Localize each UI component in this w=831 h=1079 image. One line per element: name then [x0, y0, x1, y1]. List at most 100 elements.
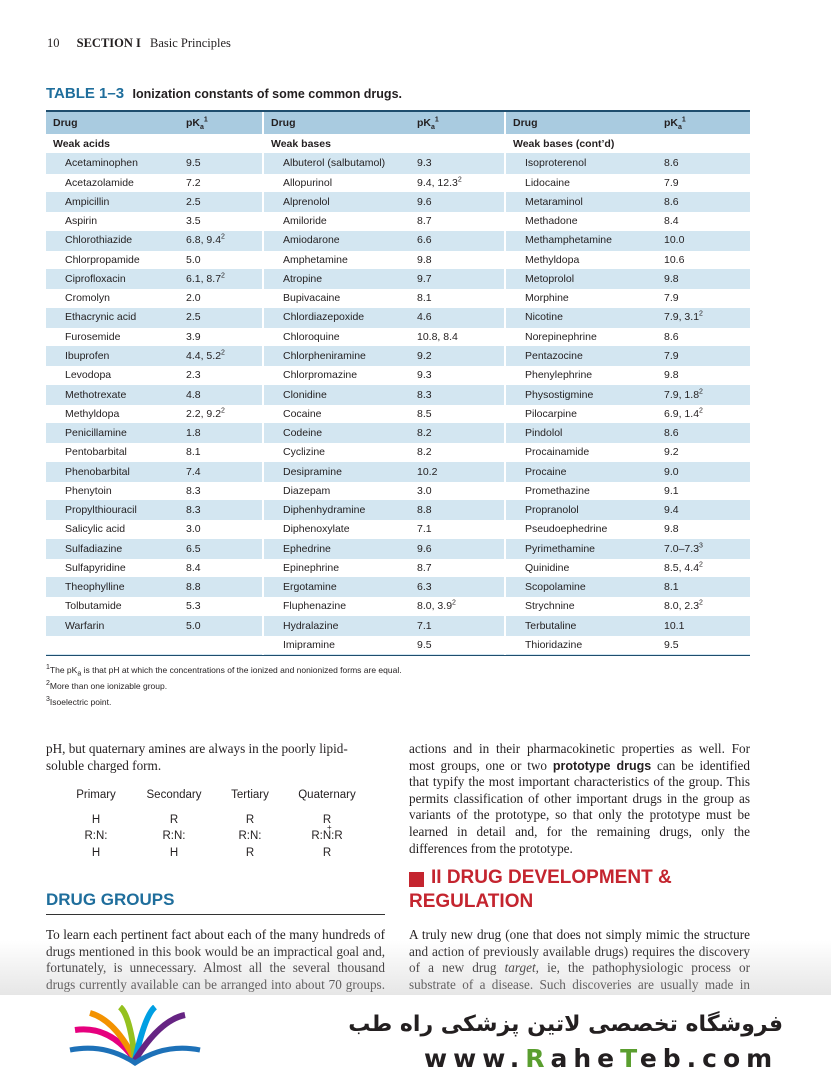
pka-text: 8.3 [186, 484, 201, 497]
pka-text: 5.0 [186, 253, 201, 266]
clip: A truly new drug (one that does not simp… [409, 927, 750, 993]
pka-value: 9.2 [664, 443, 679, 462]
header-text: pK [186, 117, 200, 129]
pka-value: 9.5 [417, 636, 432, 655]
row-bg [46, 212, 262, 232]
row-bg [506, 558, 750, 579]
pka-value: 8.5 [417, 405, 432, 424]
pka-text: 9.6 [417, 542, 432, 555]
row-bg [264, 212, 504, 232]
drug-name: Promethazine [525, 484, 590, 497]
row-bg [506, 501, 750, 521]
row-bg [46, 308, 262, 328]
amine-formula: R:N: [238, 830, 262, 842]
pka-value: 3.0 [417, 482, 432, 501]
url-part: www. [424, 1044, 526, 1073]
pka-value: 8.2 [417, 424, 432, 443]
pka-text: 2.0 [186, 292, 201, 305]
amine-bottom: R [245, 847, 255, 859]
url-part: ahe [550, 1044, 621, 1073]
drug-name: Pentazocine [525, 349, 583, 362]
pka-value: 9.8 [664, 366, 679, 385]
drug-name: Furosemide [65, 330, 121, 343]
pka-text: 10.1 [664, 619, 685, 632]
row-bg [506, 192, 750, 213]
row-bg [506, 443, 750, 463]
row-bg [46, 424, 262, 444]
drug-name: Hydralazine [283, 619, 339, 632]
table-rule [46, 655, 750, 657]
row-bg [264, 366, 504, 386]
row-bg [264, 597, 504, 617]
row-bg [506, 231, 750, 251]
drug-name: Sulfapyridine [65, 561, 126, 574]
amine-middle: R:N: [85, 830, 108, 842]
row-bg [264, 636, 504, 656]
row-bg [46, 636, 262, 656]
drug-name: Phenobarbital [65, 465, 130, 478]
footnote-text: is that pH at which the concentrations o… [81, 665, 402, 675]
pka-value: 7.9, 3.12 [664, 308, 703, 327]
group-label: Weak bases [271, 138, 331, 150]
drug-name: Chlorpropamide [65, 253, 140, 266]
pka-text: 9.2 [417, 349, 432, 362]
header-bg [264, 112, 504, 134]
section-title: Basic Principles [150, 36, 231, 50]
pka-text: 7.4 [186, 465, 201, 478]
amine-middle: R:N: [163, 830, 186, 842]
pka-text: 5.3 [186, 600, 201, 613]
row-bg [46, 539, 262, 560]
pka-text: 8.8 [186, 581, 201, 594]
text-run: actions and in their pharmacokinetic pro… [409, 741, 750, 773]
drug-name: Chloroquine [283, 330, 340, 343]
footnote-mark: 2 [46, 680, 50, 688]
drug-name: Methadone [525, 215, 578, 228]
row-bg [46, 154, 262, 174]
footnote-ref: 2 [221, 233, 225, 241]
row-bg [506, 404, 750, 425]
row-bg [46, 231, 262, 251]
drug-name: Acetaminophen [65, 157, 138, 170]
amine-top: H [91, 814, 101, 826]
pka-text: 9.1 [664, 484, 679, 497]
drug-name: Pindolol [525, 427, 563, 440]
shop-url: www.RaheTeb.com [424, 1044, 778, 1073]
pka-text: 6.5 [186, 542, 201, 555]
pka-value: 8.3 [417, 386, 432, 405]
pka-value: 2.2, 9.22 [186, 405, 225, 424]
footnote-ref: 2 [452, 599, 456, 607]
drug-name: Pentobarbital [65, 446, 127, 459]
pka-value: 3.0 [186, 520, 201, 539]
row-bg [506, 327, 750, 348]
pka-value: 7.4 [186, 463, 201, 482]
drug-name: Amiodarone [283, 234, 340, 247]
drug-name: Lidocaine [525, 176, 570, 189]
row-bg [46, 481, 262, 502]
row-bg [264, 558, 504, 579]
header-bg [46, 112, 262, 134]
header-sup: 1 [203, 116, 208, 124]
pka-text: 8.1 [417, 292, 432, 305]
row-bg [506, 597, 750, 617]
pka-text: 8.0, 3.9 [417, 600, 453, 613]
pka-text: 8.4 [664, 215, 679, 228]
section-heading: DRUG GROUPS [46, 890, 175, 909]
row-bg [46, 558, 262, 579]
pka-text: 4.4, 5.2 [186, 349, 222, 362]
row-bg [264, 539, 504, 560]
row-bg [264, 250, 504, 271]
header-text: pK [664, 117, 678, 129]
row-bg [264, 154, 504, 174]
pka-text: 8.1 [186, 446, 201, 459]
pka-text: 10.2 [417, 465, 438, 478]
pka-text: 3.9 [186, 330, 201, 343]
drug-name: Methyldopa [65, 407, 120, 420]
pka-value: 10.0 [664, 231, 684, 250]
row-bg [506, 424, 750, 444]
pka-value: 9.7 [417, 270, 432, 289]
row-bg [264, 443, 504, 463]
pka-value: 10.6 [664, 251, 684, 270]
header-sup: 1 [681, 116, 686, 124]
footnote: 2More than one ionizable group. [46, 678, 402, 694]
